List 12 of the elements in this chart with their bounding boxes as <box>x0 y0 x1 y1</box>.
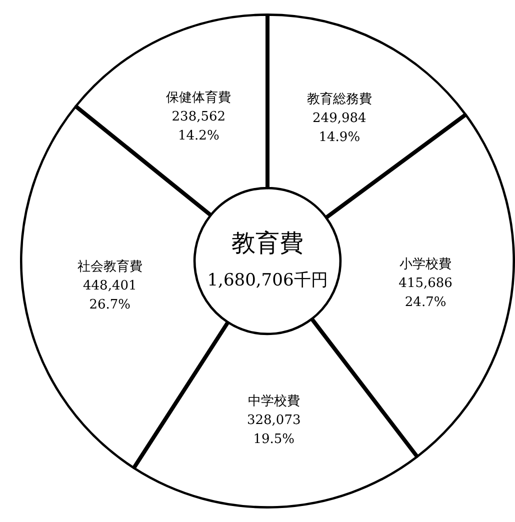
data-label: 249,984 14.9% <box>312 110 366 145</box>
text: 1,680,706千円 <box>207 270 328 290</box>
slice-label: 社会教育費 <box>77 258 142 275</box>
text: 教育費 <box>232 229 304 258</box>
slice-label: 小学校費 <box>400 256 452 272</box>
data-label: 448,401 26.7% <box>83 278 137 313</box>
slice-label: 中学校費 <box>248 394 300 409</box>
data-label: 415,686 24.7% <box>398 276 452 310</box>
data-label: 328,073 19.5% <box>246 412 301 447</box>
slice-label: 保健体育費 <box>166 89 232 106</box>
slice-label: 教育総務費 <box>306 90 372 107</box>
data-label: 238,562 14.2% <box>172 109 226 144</box>
